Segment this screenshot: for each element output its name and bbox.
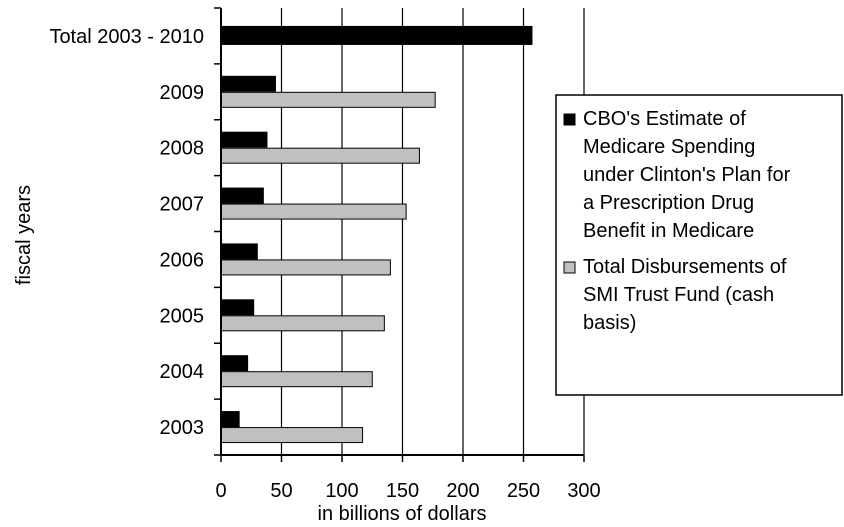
bar-smi-disbursements [220,203,407,220]
y-tick-label: Total 2003 - 2010 [49,26,204,48]
y-tick-label: 2004 [160,361,205,383]
bar-cbo-estimate [220,187,264,204]
grid-lines [280,8,585,455]
legend-label: Medicare Spending [583,136,755,158]
bar-cbo-estimate [220,299,255,316]
x-tick-label: 100 [325,480,358,502]
legend-label: basis) [583,312,636,334]
y-tick-label: 2003 [160,417,205,439]
bar-smi-disbursements [220,427,364,444]
x-tick-label: 50 [270,480,292,502]
y-tick-label: 2007 [160,194,205,216]
x-tick-label: 0 [215,480,226,502]
y-tick-label: 2005 [160,305,205,327]
bar-cbo-estimate [220,411,240,428]
x-tick-label: 250 [507,480,540,502]
legend-swatch [563,261,576,274]
legend-swatch [563,113,576,126]
legend-label: CBO's Estimate of [583,108,746,130]
bar-cbo-estimate [220,243,258,260]
bar-cbo-estimate [220,75,276,92]
legend-label: under Clinton's Plan for [583,164,791,186]
legend-label: a Prescription Drug [583,192,754,214]
x-tick-label: 200 [446,480,479,502]
legend: CBO's Estimate of Medicare Spending under … [555,94,843,396]
x-tick-label: 300 [567,480,600,502]
x-tick-labels: 0 50 100 150 200 250 300 [215,480,600,502]
legend-box [555,94,843,396]
y-tick-labels: 2003 2004 2005 2006 2007 2008 2009 Total 2003 -… [49,26,204,439]
legend-label: Total Disbursements of [583,256,787,278]
y-axis-title: fiscal years [13,185,35,285]
legend-label: SMI Trust Fund (cash [583,284,774,306]
bar-cbo-estimate [220,25,533,45]
bar-cbo-estimate [220,131,268,148]
y-tick-label: 2006 [160,249,205,271]
bar-cbo-estimate [220,355,249,372]
x-axis-title: in billions of dollars [318,503,487,525]
bar-smi-disbursements [220,91,436,108]
bar-smi-disbursements [220,371,373,388]
bars [220,25,533,444]
legend-label: Benefit in Medicare [583,220,754,242]
bar-smi-disbursements [220,315,385,332]
bar-smi-disbursements [220,259,391,276]
axes [214,7,585,462]
y-tick-label: 2008 [160,138,205,160]
x-tick-label: 150 [386,480,419,502]
bar-smi-disbursements [220,147,420,164]
y-tick-label: 2009 [160,82,205,104]
